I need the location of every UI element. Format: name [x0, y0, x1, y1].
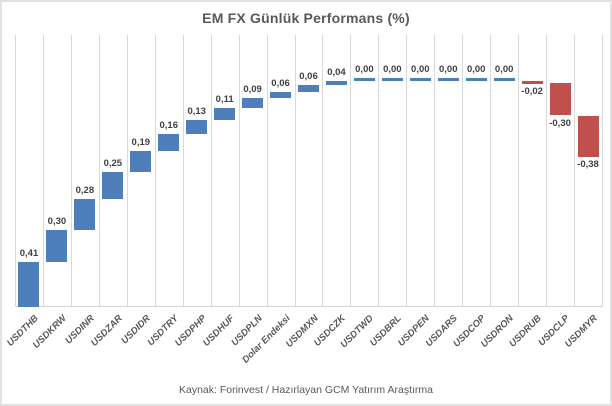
bar-usdtry [158, 134, 180, 152]
chart-title: EM FX Günlük Performans (%) [202, 10, 410, 26]
value-label: 0,09 [243, 84, 262, 96]
gridline [239, 35, 240, 307]
bar-usdmxn [298, 85, 319, 92]
gridline [155, 35, 156, 307]
value-label: -0,02 [521, 85, 543, 97]
gridline [518, 35, 519, 307]
bar-usdczk [325, 80, 347, 86]
plot-area: 0,41 USDTHB 0,30 USDKRW 0,28 USDINR 0,25 USDZAR… [5, 35, 603, 366]
gridline [183, 35, 184, 307]
bar-usdclp [549, 82, 571, 116]
gridline [99, 35, 100, 307]
value-label: 0,00 [439, 63, 458, 75]
value-label: 0,11 [215, 93, 234, 105]
value-label: 0,19 [131, 137, 151, 149]
value-label: 0,00 [411, 63, 430, 75]
bar-usdpln [242, 98, 264, 108]
gridline [378, 35, 379, 307]
x-axis-line [15, 306, 602, 307]
bar-usdinr [74, 199, 96, 230]
source-note: Kaynak: Forinvest / Hazırlayan GCM Yatır… [178, 384, 434, 396]
bar-usdthb [18, 262, 40, 307]
gridline [267, 35, 268, 307]
gridline [406, 35, 407, 307]
bar-usdron [493, 77, 515, 81]
gridline [71, 35, 72, 307]
gridline [546, 35, 547, 307]
bar-usdidr [130, 151, 152, 173]
bar-usdars [437, 77, 459, 81]
bar-usdpen [409, 77, 431, 81]
bar-usdtwd [353, 77, 375, 81]
value-label: -0,30 [549, 117, 571, 129]
value-label: 0,25 [103, 158, 123, 170]
gridline [490, 35, 491, 307]
gridline [350, 35, 351, 307]
gridline [15, 35, 16, 307]
bar-usdhuf [214, 107, 236, 120]
gridline [43, 35, 44, 307]
value-label: 0,28 [75, 185, 95, 197]
value-label: 0,30 [47, 215, 67, 227]
value-label: 0,04 [327, 66, 346, 78]
value-label: 0,16 [159, 120, 178, 131]
value-label: 0,13 [187, 105, 206, 117]
gridline [322, 35, 323, 307]
value-label: 0,41 [19, 248, 39, 260]
value-label: 0,06 [299, 71, 318, 83]
bar-usdcop [465, 77, 487, 81]
gridline [574, 35, 575, 307]
bar-usdrub [521, 80, 543, 84]
value-label: -0,38 [577, 158, 599, 170]
value-label: 0,00 [466, 63, 486, 75]
bar-usdzar [102, 172, 124, 200]
gridline [127, 35, 128, 307]
value-label: 0,00 [355, 63, 374, 75]
value-label: 0,00 [494, 63, 514, 75]
gridline [211, 35, 212, 307]
bar-dolar-endeksi [270, 91, 292, 99]
value-label: 0,06 [271, 77, 290, 89]
bar-usdphp [186, 119, 208, 134]
bar-usdmyr [577, 115, 599, 157]
gridline [602, 35, 603, 307]
gridline [462, 35, 463, 307]
bar-usdbrl [381, 77, 403, 81]
gridline [434, 35, 435, 307]
gridline [295, 35, 296, 307]
value-label: 0,00 [383, 63, 402, 75]
bar-usdkrw [46, 229, 68, 263]
